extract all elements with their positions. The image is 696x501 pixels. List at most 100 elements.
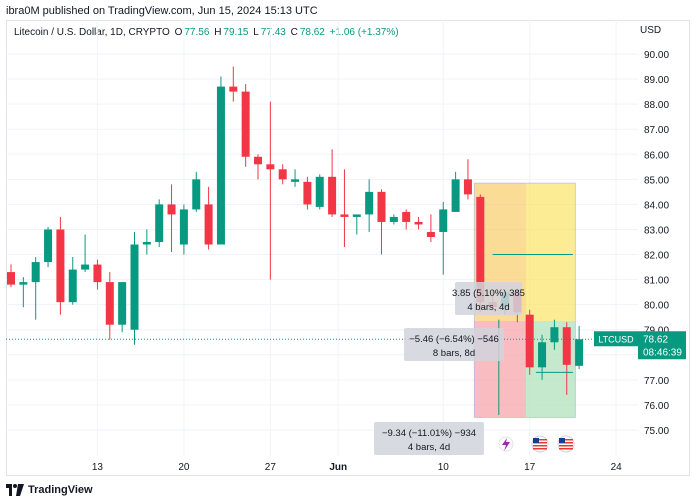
price-tick-label: 87.00	[644, 125, 669, 136]
time-tick-label: 10	[438, 462, 450, 473]
candle-body	[266, 164, 275, 170]
measure-line1: −9.34 (−11.01%) −934	[382, 428, 476, 439]
price-tick-label: 90.00	[644, 50, 669, 61]
measure-line2: 8 bars, 8d	[433, 348, 475, 359]
candle-body	[538, 342, 547, 368]
published-info: ibra0M published on TradingView.com, Jun…	[6, 5, 318, 17]
candle-body	[389, 216, 398, 222]
candle-body	[414, 221, 423, 225]
candle-body	[31, 262, 40, 283]
candle-body	[19, 282, 28, 285]
candle-body	[130, 244, 139, 330]
candle-body	[365, 191, 374, 215]
price-axis-labels: 90.00 89.00 88.00 87.00 86.00 85.00 84.00 83.00…	[594, 50, 686, 437]
candle-body	[303, 181, 312, 205]
footer-brand[interactable]: TradingView	[6, 481, 93, 499]
header-bar: ibra0M published on TradingView.com, Jun…	[0, 0, 696, 22]
price-tick-label: 81.00	[644, 276, 669, 287]
price-tick-label: 79.00	[644, 326, 669, 337]
candle-body	[439, 209, 448, 232]
candle-body	[463, 179, 472, 195]
candle-body	[81, 264, 90, 270]
candle-body	[550, 327, 559, 343]
measure-box	[404, 328, 504, 361]
candle-body	[254, 156, 262, 165]
measure-line2: 4 bars, 4d	[467, 302, 509, 313]
price-tag	[638, 331, 686, 360]
change-value: +1.06 (+1.37%)	[329, 27, 399, 38]
price-tick-label: 84.00	[644, 200, 669, 211]
candle-body	[241, 91, 250, 157]
candle-body	[167, 204, 176, 215]
profit-zone-2	[525, 183, 576, 321]
price-tag-value: 78.62	[643, 334, 668, 345]
candle-body	[426, 231, 435, 237]
candle-body	[44, 229, 53, 263]
symbol-name[interactable]: Litecoin / U.S. Dollar, 1D, CRYPTO	[14, 27, 170, 38]
candle-body	[229, 86, 238, 92]
candle-body	[7, 272, 15, 285]
symbol-legend[interactable]: Litecoin / U.S. Dollar, 1D, CRYPTO O 77.5…	[14, 27, 401, 38]
candle-body	[525, 314, 534, 368]
open-label: O	[174, 27, 183, 38]
us-flag-icon	[531, 435, 549, 453]
candle-body	[142, 242, 151, 245]
measure-label-3: −9.34 (−11.01%) −934 4 bars, 4d	[374, 422, 484, 455]
candle-body	[278, 169, 287, 180]
candlestick-series	[7, 66, 584, 395]
candle-body	[377, 191, 386, 222]
measure-line1: 3.85 (5.10%) 385	[452, 288, 525, 299]
measure-line2: 4 bars, 4d	[408, 442, 450, 453]
tradingview-logo-icon	[6, 484, 24, 496]
candle-body	[192, 179, 201, 210]
candle-body	[155, 204, 164, 242]
measure-label-2: −5.46 (−6.54%) −546 8 bars, 8d	[404, 328, 504, 361]
candle-body	[575, 339, 584, 366]
candle-body	[291, 179, 300, 182]
low-label: L	[253, 27, 259, 38]
candle-body	[315, 176, 324, 207]
event-icons	[498, 435, 575, 453]
time-axis-labels: 13 20 27 Jun 10 17 24	[92, 462, 622, 473]
brand-name: TradingView	[28, 484, 93, 496]
candle-body	[118, 282, 127, 325]
measure-label-1: 3.85 (5.10%) 385 4 bars, 4d	[452, 282, 525, 315]
price-tick-label: 76.00	[644, 401, 669, 412]
last-price-badge: LTCUSD 78.62 08:46:39	[594, 331, 686, 360]
candle-body	[204, 204, 213, 245]
candle-body	[562, 327, 571, 365]
candle-body	[179, 209, 188, 245]
candle-body	[402, 211, 411, 222]
time-tick-label: 13	[92, 462, 104, 473]
open-value: 77.56	[184, 27, 210, 38]
time-tick-label: 17	[524, 462, 536, 473]
measure-box	[374, 422, 484, 455]
time-tick-label: 20	[178, 462, 190, 473]
lightning-icon	[498, 436, 514, 452]
candle-body	[216, 86, 225, 245]
price-tick-label: 89.00	[644, 75, 669, 86]
time-tick-label: 24	[611, 462, 623, 473]
time-tick-label: Jun	[329, 462, 347, 473]
time-tick-label: 27	[265, 462, 277, 473]
price-tick-label: 75.00	[644, 426, 669, 437]
measure-line1: −5.46 (−6.54%) −546	[409, 334, 499, 345]
candle-body	[56, 229, 65, 303]
candle-body	[476, 196, 485, 303]
candle-body	[93, 264, 102, 283]
candle-body	[328, 176, 337, 215]
price-tick-label: 77.00	[644, 376, 669, 387]
currency-label[interactable]: USD	[640, 25, 662, 36]
measure-box	[455, 282, 522, 315]
close-label: C	[290, 27, 298, 38]
price-tag-countdown: 08:46:39	[643, 347, 682, 358]
symbol-tag-text: LTCUSD	[598, 334, 634, 344]
high-value: 79.15	[223, 27, 249, 38]
us-flag-icon	[557, 435, 575, 453]
price-tick-label: 88.00	[644, 100, 669, 111]
candle-body	[340, 214, 349, 217]
low-value: 77.43	[260, 27, 286, 38]
price-tick-label: 83.00	[644, 225, 669, 236]
close-value: 78.62	[299, 27, 325, 38]
